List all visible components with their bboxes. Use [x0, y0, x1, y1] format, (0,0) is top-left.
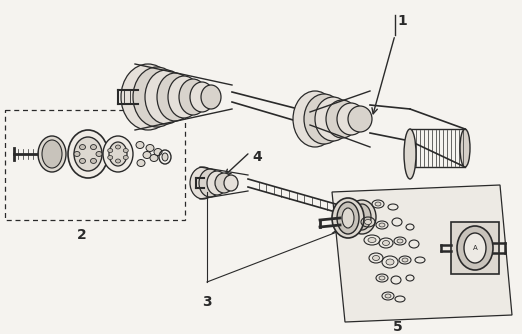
Ellipse shape — [115, 159, 121, 163]
Bar — [451, 222, 499, 274]
Ellipse shape — [162, 153, 168, 161]
Ellipse shape — [179, 79, 207, 115]
Ellipse shape — [383, 240, 389, 245]
Ellipse shape — [109, 142, 127, 166]
Ellipse shape — [332, 198, 364, 238]
Ellipse shape — [137, 160, 145, 167]
Ellipse shape — [79, 158, 86, 163]
Ellipse shape — [123, 156, 128, 160]
Ellipse shape — [121, 64, 175, 130]
Ellipse shape — [190, 167, 216, 199]
Ellipse shape — [224, 175, 238, 191]
Ellipse shape — [123, 149, 128, 153]
Ellipse shape — [108, 149, 113, 153]
Ellipse shape — [326, 100, 358, 138]
Ellipse shape — [457, 226, 493, 270]
Ellipse shape — [190, 82, 214, 112]
Text: 2: 2 — [77, 228, 87, 242]
Ellipse shape — [108, 156, 113, 160]
Bar — [5, 110, 185, 220]
Ellipse shape — [402, 258, 408, 262]
Ellipse shape — [348, 106, 372, 132]
Ellipse shape — [42, 140, 62, 168]
Ellipse shape — [342, 208, 354, 228]
Ellipse shape — [90, 145, 97, 150]
Ellipse shape — [68, 130, 108, 178]
Ellipse shape — [385, 294, 391, 298]
Ellipse shape — [145, 70, 187, 124]
Ellipse shape — [115, 145, 121, 149]
Text: 4: 4 — [252, 150, 262, 164]
Ellipse shape — [146, 145, 154, 152]
Ellipse shape — [215, 173, 233, 193]
Ellipse shape — [375, 202, 381, 206]
Ellipse shape — [103, 136, 133, 172]
Ellipse shape — [38, 136, 66, 172]
Ellipse shape — [201, 85, 221, 109]
Text: 3: 3 — [202, 295, 212, 309]
Ellipse shape — [397, 239, 403, 243]
Text: 5: 5 — [393, 320, 403, 334]
Text: A: A — [472, 245, 478, 251]
Ellipse shape — [199, 169, 221, 197]
Ellipse shape — [337, 202, 359, 234]
Ellipse shape — [154, 149, 162, 156]
Ellipse shape — [90, 158, 97, 163]
Ellipse shape — [136, 142, 144, 149]
Ellipse shape — [379, 276, 385, 280]
Ellipse shape — [337, 103, 365, 135]
Ellipse shape — [143, 152, 151, 159]
Text: 1: 1 — [397, 14, 407, 28]
Ellipse shape — [315, 97, 351, 141]
Ellipse shape — [168, 76, 200, 118]
Ellipse shape — [304, 94, 344, 144]
Ellipse shape — [353, 204, 371, 230]
Ellipse shape — [207, 171, 227, 195]
Ellipse shape — [404, 129, 416, 179]
Ellipse shape — [74, 152, 80, 157]
Ellipse shape — [368, 237, 376, 242]
Polygon shape — [332, 185, 512, 322]
Ellipse shape — [293, 91, 337, 147]
Ellipse shape — [373, 256, 379, 261]
Ellipse shape — [96, 152, 102, 157]
Ellipse shape — [379, 223, 385, 227]
Ellipse shape — [150, 155, 158, 162]
Ellipse shape — [79, 145, 86, 150]
Ellipse shape — [386, 259, 394, 265]
Ellipse shape — [348, 200, 376, 234]
Ellipse shape — [133, 67, 181, 127]
Ellipse shape — [157, 73, 193, 121]
Ellipse shape — [364, 219, 372, 224]
Ellipse shape — [464, 233, 486, 263]
Ellipse shape — [460, 129, 470, 167]
Ellipse shape — [74, 137, 102, 171]
